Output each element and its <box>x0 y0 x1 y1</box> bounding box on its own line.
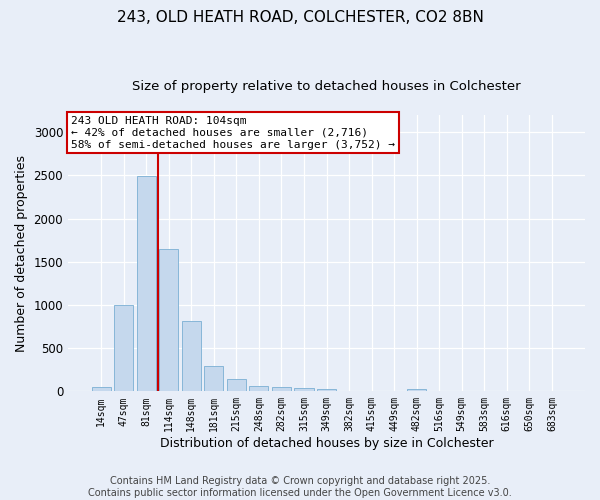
Y-axis label: Number of detached properties: Number of detached properties <box>15 154 28 352</box>
Bar <box>250 386 268 392</box>
Title: Size of property relative to detached houses in Colchester: Size of property relative to detached ho… <box>132 80 521 93</box>
Text: 243, OLD HEATH ROAD, COLCHESTER, CO2 8BN: 243, OLD HEATH ROAD, COLCHESTER, CO2 8BN <box>116 10 484 25</box>
Bar <box>182 320 201 392</box>
Bar <box>272 386 291 392</box>
Bar <box>92 387 110 392</box>
Bar <box>204 366 223 392</box>
X-axis label: Distribution of detached houses by size in Colchester: Distribution of detached houses by size … <box>160 437 493 450</box>
Bar <box>295 388 314 392</box>
Text: 243 OLD HEATH ROAD: 104sqm
← 42% of detached houses are smaller (2,716)
58% of s: 243 OLD HEATH ROAD: 104sqm ← 42% of deta… <box>71 116 395 150</box>
Bar <box>159 249 178 392</box>
Text: Contains HM Land Registry data © Crown copyright and database right 2025.
Contai: Contains HM Land Registry data © Crown c… <box>88 476 512 498</box>
Bar <box>317 388 336 392</box>
Bar <box>137 176 156 392</box>
Bar <box>407 389 426 392</box>
Bar <box>227 379 246 392</box>
Bar <box>114 305 133 392</box>
